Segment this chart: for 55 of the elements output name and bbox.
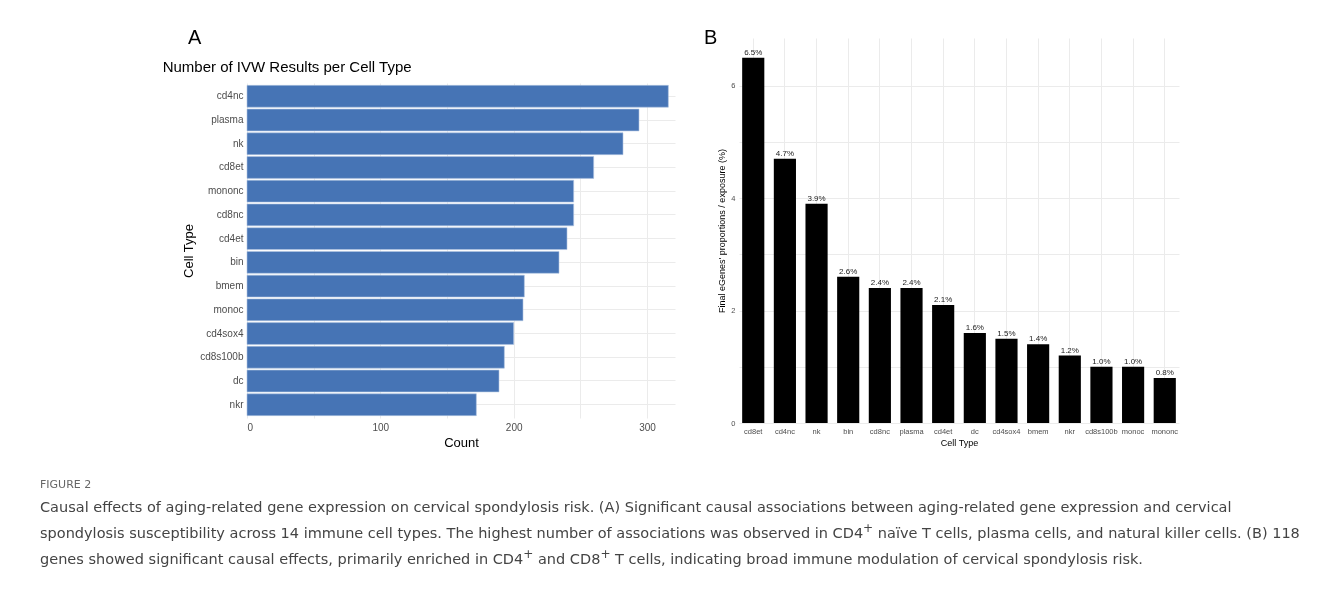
x-tick-label: 300 [639, 421, 657, 433]
y-tick-label: bin [230, 256, 244, 268]
data-label: 1.0% [1123, 356, 1143, 366]
bar [1122, 366, 1145, 423]
bar [1058, 355, 1081, 423]
bar [900, 288, 923, 423]
y-tick-label: cd8s100b [200, 351, 244, 363]
y-tick-label: nkr [229, 398, 245, 410]
x-axis-title: Count [444, 434, 480, 450]
y-tick-label: dc [232, 374, 244, 386]
data-label: 2.4% [870, 278, 889, 288]
data-label: 0.8% [1155, 368, 1174, 378]
data-label: 2.4% [902, 278, 921, 288]
y-tick-label: cd4sox4 [206, 327, 244, 339]
data-label: 1.6% [965, 323, 984, 333]
data-label: 4.7% [775, 148, 795, 158]
y-axis-title: Cell Type [181, 224, 197, 278]
bar [1027, 344, 1050, 423]
data-label: 3.9% [807, 193, 826, 203]
x-axis-title: Cell Type [940, 438, 979, 448]
data-label: 1.4% [1029, 334, 1048, 344]
data-label: 1.5% [997, 328, 1016, 338]
y-tick-label: plasma [211, 114, 244, 126]
text: B [704, 26, 718, 49]
chart-title: Number of IVW Results per Cell Type [162, 58, 412, 75]
bar [868, 288, 891, 423]
y-tick-label: cd4nc [216, 90, 244, 102]
data-label: 2.6% [839, 266, 858, 276]
text: A [188, 26, 202, 49]
y-tick-label: monoc [213, 303, 244, 315]
caption: FIGURE 2 [40, 478, 93, 491]
x-tick-label: 0 [247, 421, 254, 433]
bar [995, 338, 1018, 423]
bar [837, 276, 860, 423]
bar [742, 57, 765, 423]
bar [1153, 378, 1176, 423]
bar [963, 333, 986, 423]
data-label: 1.2% [1060, 345, 1079, 355]
y-tick-label: bmem [215, 280, 244, 292]
y-tick-label: nk [232, 137, 245, 149]
y-tick-label: cd8et [219, 161, 244, 173]
data-label: 6.5% [744, 47, 763, 57]
y-tick-label: cd8nc [216, 208, 244, 220]
bar [932, 304, 955, 423]
data-label: 2.1% [934, 294, 953, 304]
x-tick-label: 200 [505, 421, 523, 433]
data-label: 1.0% [1092, 356, 1111, 366]
x-tick-label: 100 [372, 421, 390, 433]
text: Causal effects of aging-related gene expression on cervical spondylosis risk. (A) Significant causal associations between aging-related gene expression and cervical spondylosis susceptibility across 14 immune cell types. The highest number of associations was observed in CD4$^{+}$ naïve T cells, plasma cells, and natural killer cells. (B) 118 genes showed significant causal effects, primarily enriched in CD4$^{+}$ and CD8$^{+}$ T cells, indicating broad immune modulation of cervical spondylosis risk. [40, 499, 1300, 567]
bar [773, 158, 796, 423]
y-axis-title: Final eGenes' proportions / exposure (%) [717, 149, 728, 313]
y-tick-label: cd4et [219, 232, 244, 244]
bar [805, 203, 828, 423]
y-tick-label: mononc [207, 185, 244, 197]
bar [1090, 366, 1113, 423]
